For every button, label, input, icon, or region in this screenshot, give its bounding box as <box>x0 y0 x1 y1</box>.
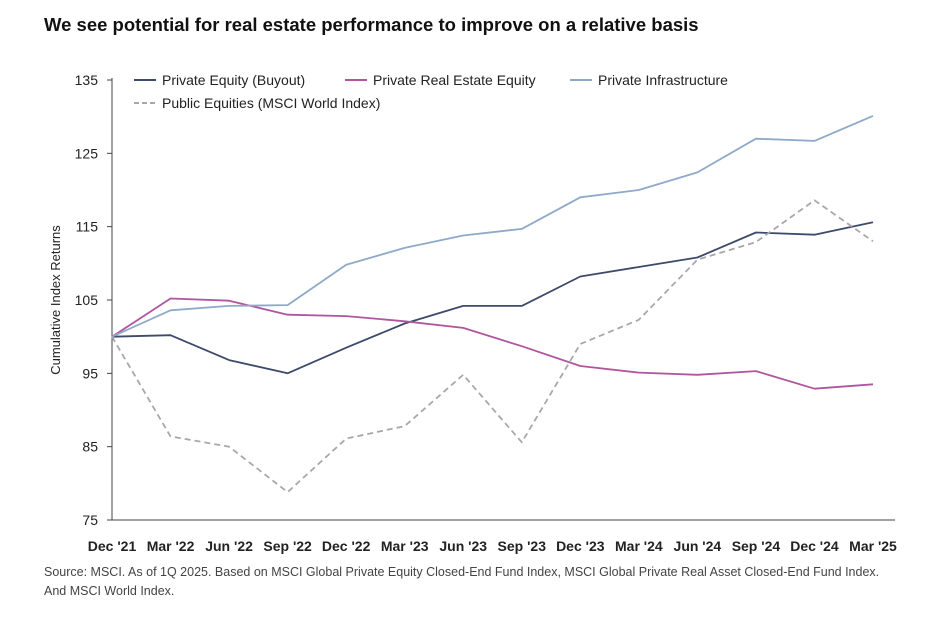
x-tick-label: Dec '23 <box>556 538 605 554</box>
x-tick-label: Sep '23 <box>498 538 547 554</box>
series-line <box>111 115 874 338</box>
y-tick-label: 115 <box>76 219 99 235</box>
y-axis-label: Cumulative Index Returns <box>48 225 63 375</box>
y-tick-label: 85 <box>82 439 98 455</box>
chart-series <box>111 115 874 494</box>
x-tick-label: Mar '22 <box>147 538 195 554</box>
x-tick-label: Jun '23 <box>439 538 487 554</box>
x-tick-label: Dec '21 <box>88 538 137 554</box>
x-tick-label: Dec '24 <box>790 538 839 554</box>
chart-title: We see potential for real estate perform… <box>44 14 699 35</box>
y-tick-label: 95 <box>82 365 98 381</box>
x-tick-label: Jun '24 <box>674 538 722 554</box>
legend-label: Public Equities (MSCI World Index) <box>162 95 380 111</box>
y-tick-label: 75 <box>82 512 98 528</box>
x-tick-label: Sep '24 <box>732 538 781 554</box>
y-tick-label: 135 <box>75 72 99 88</box>
chart-axes: 75 85 95 105 115 125 135 Dec '21 Mar '22 Jun '22 S… <box>75 72 897 554</box>
line-chart: 75 85 95 105 115 125 135 Dec '21 Mar '22 Jun '22 S… <box>48 72 897 554</box>
legend-label: Private Equity (Buyout) <box>162 72 305 88</box>
x-tick-label: Mar '25 <box>849 538 897 554</box>
x-tick-label: Sep '22 <box>263 538 312 554</box>
y-tick-label: 125 <box>75 145 99 161</box>
y-tick-label: 105 <box>75 292 99 308</box>
series-line <box>111 199 874 494</box>
x-tick-label: Dec '22 <box>322 538 371 554</box>
x-tick-label: Mar '24 <box>615 538 663 554</box>
chart-legend: Private Equity (Buyout) Private Real Esta… <box>134 72 728 111</box>
series-line <box>111 297 874 390</box>
x-tick-label: Mar '23 <box>381 538 429 554</box>
legend-label: Private Real Estate Equity <box>373 72 536 88</box>
source-note: Source: MSCI. As of 1Q 2025. Based on MS… <box>44 565 880 598</box>
legend-label: Private Infrastructure <box>598 72 728 88</box>
series-line <box>111 221 874 375</box>
x-tick-label: Jun '22 <box>205 538 253 554</box>
